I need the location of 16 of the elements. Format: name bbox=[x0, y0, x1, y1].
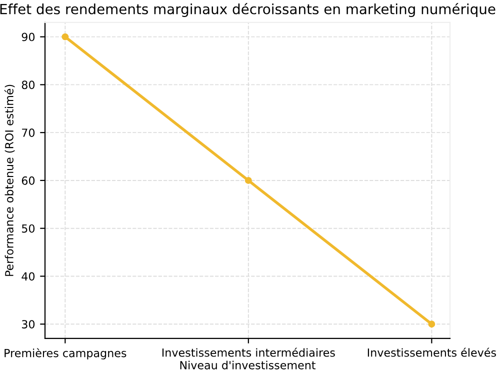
y-tick-label: 40 bbox=[22, 272, 35, 281]
point bbox=[62, 33, 69, 40]
chart-title: Effet des rendements marginaux décroissants en marketing numérique bbox=[0, 3, 496, 17]
point bbox=[244, 176, 252, 184]
x-tick-label: Investissements élevés bbox=[368, 348, 496, 357]
y-axis-title: Performance obtenue (ROI estimé) bbox=[4, 84, 15, 276]
y-tick-label: 90 bbox=[22, 32, 35, 42]
y-tick-label: 60 bbox=[22, 176, 35, 185]
x-tick-label: Investissements intermédiaires bbox=[162, 348, 335, 357]
y-tick-label: 30 bbox=[22, 320, 35, 328]
point bbox=[428, 320, 436, 328]
x-axis-title: Niveau d'investissement bbox=[180, 360, 316, 370]
y-tick-label: 80 bbox=[22, 80, 35, 90]
y-tick-label: 50 bbox=[22, 224, 35, 233]
x-tick-label: Premières campagnes bbox=[4, 348, 126, 360]
y-tick-label: 70 bbox=[22, 128, 35, 137]
